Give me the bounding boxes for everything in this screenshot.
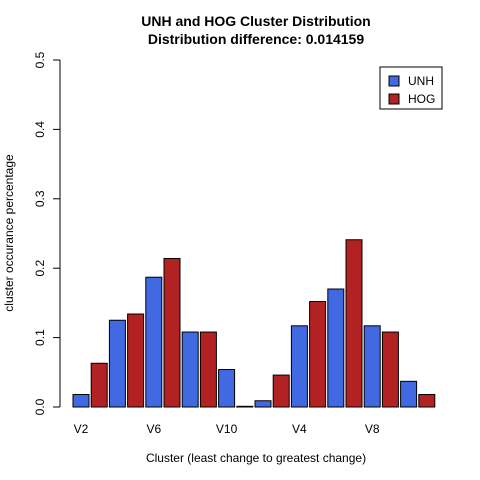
x-tick-label: V4 bbox=[292, 422, 307, 436]
bar-hog bbox=[163, 257, 181, 408]
bar-unh bbox=[72, 394, 90, 408]
x-tick-label: V6 bbox=[146, 422, 161, 436]
bar-hog bbox=[127, 313, 145, 408]
legend-label-unh: UNH bbox=[408, 74, 434, 88]
x-axis-label: Cluster (least change to greatest change… bbox=[146, 451, 366, 465]
y-tick-label: 0.0 bbox=[33, 398, 47, 415]
legend-swatch-hog bbox=[388, 93, 400, 105]
bar-unh bbox=[327, 288, 345, 408]
bar-hog bbox=[199, 331, 217, 408]
y-tick-label: 0.5 bbox=[33, 51, 47, 68]
bar-hog bbox=[381, 331, 399, 408]
bar-unh bbox=[218, 369, 236, 408]
x-axis-labels: V2 V6 V10 V4 V8 bbox=[74, 422, 380, 436]
bar-hog bbox=[272, 374, 290, 408]
y-axis-label: cluster occurance percentage bbox=[2, 154, 16, 312]
bar-unh bbox=[363, 325, 381, 408]
bar-unh bbox=[290, 325, 308, 408]
legend: UNH HOG bbox=[379, 66, 443, 110]
bar-hog bbox=[236, 405, 254, 408]
bar-hog bbox=[345, 239, 363, 408]
bar-hog bbox=[418, 394, 436, 408]
y-tick-label: 0.2 bbox=[33, 260, 47, 277]
x-tick-label: V2 bbox=[74, 422, 89, 436]
bar-unh bbox=[108, 319, 126, 408]
bar-hog bbox=[309, 301, 327, 408]
y-tick-label: 0.3 bbox=[33, 190, 47, 207]
chart-subtitle: Distribution difference: 0.014159 bbox=[148, 31, 365, 47]
y-tick-label: 0.1 bbox=[33, 329, 47, 346]
legend-label-hog: HOG bbox=[408, 92, 435, 106]
bars bbox=[72, 239, 436, 408]
bar-hog bbox=[90, 362, 108, 408]
bar-unh bbox=[181, 331, 199, 408]
x-tick-label: V8 bbox=[365, 422, 380, 436]
bar-unh bbox=[400, 380, 418, 408]
chart-title: UNH and HOG Cluster Distribution bbox=[141, 13, 370, 29]
x-tick-label: V10 bbox=[216, 422, 238, 436]
bar-unh bbox=[145, 276, 163, 408]
legend-swatch-unh bbox=[388, 75, 400, 87]
y-axis: 0.0 0.1 0.2 0.3 0.4 0.5 bbox=[33, 51, 61, 415]
bar-unh bbox=[254, 400, 272, 408]
y-tick-label: 0.4 bbox=[33, 121, 47, 138]
